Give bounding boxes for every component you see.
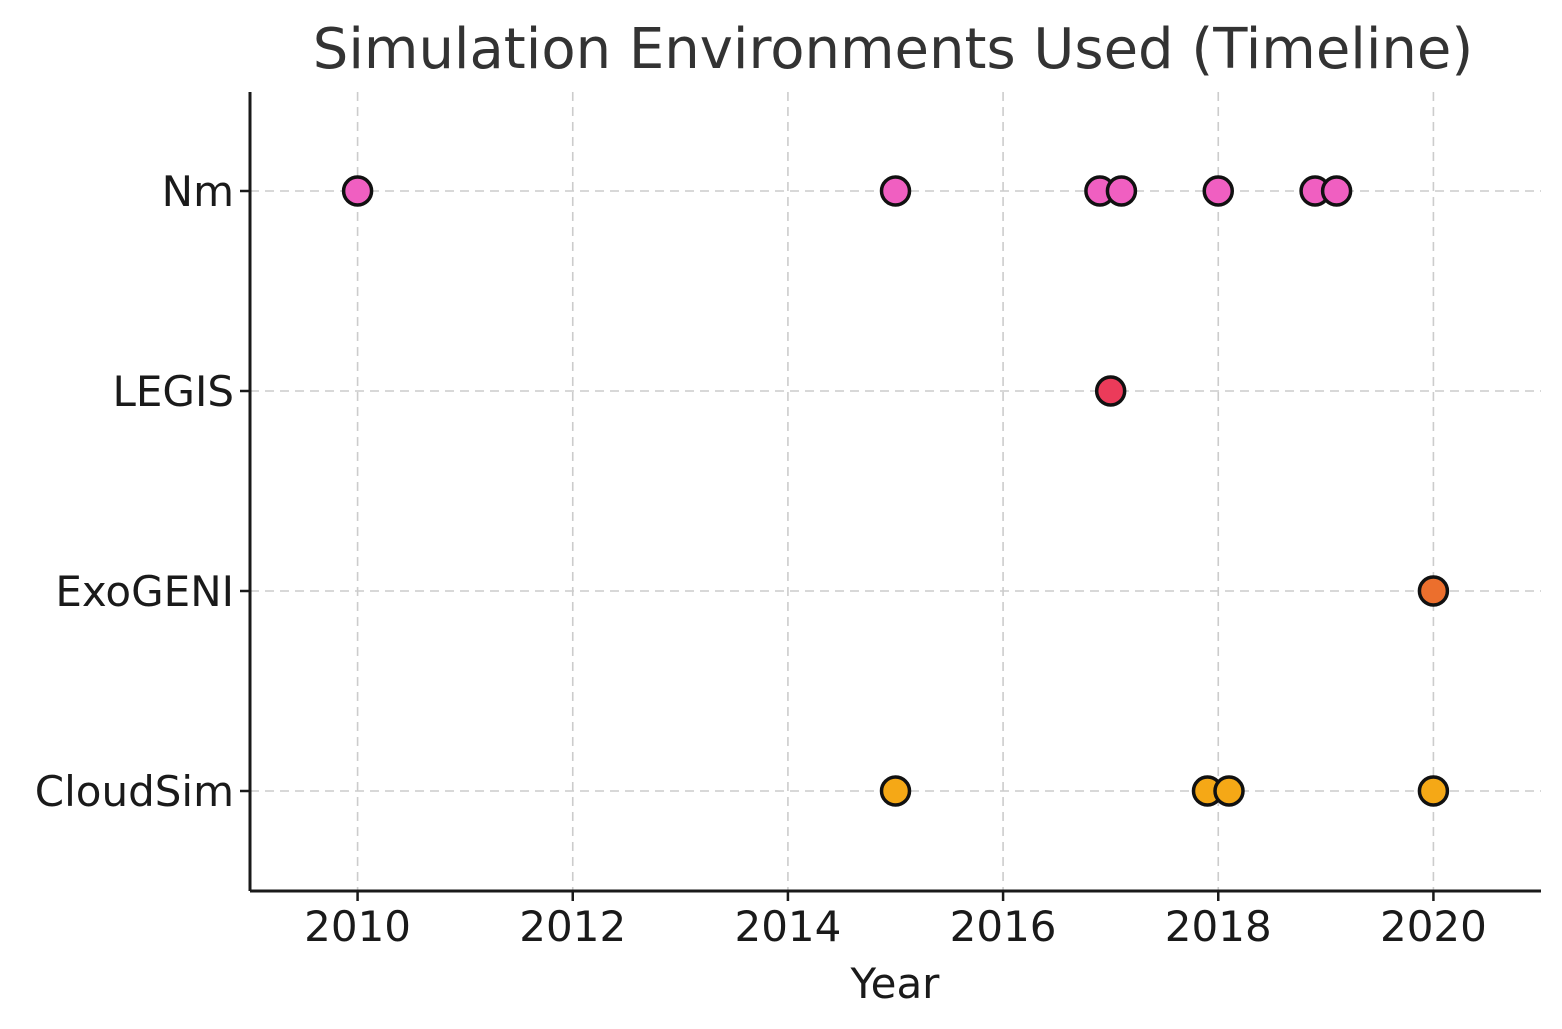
x-tick-label: 2016 [950, 902, 1057, 951]
x-tick-label: 2020 [1380, 902, 1487, 951]
data-point [1094, 375, 1127, 407]
points-layer [341, 175, 1450, 807]
axes-layer [248, 92, 1541, 893]
y-tick-label: Nm [162, 167, 234, 216]
chart-title: Simulation Environments Used (Timeline) [313, 17, 1473, 82]
x-axis-label: Year [850, 959, 941, 1008]
data-point [1105, 175, 1138, 207]
data-point [1417, 575, 1450, 607]
x-tick-label: 2014 [734, 902, 841, 951]
data-point [1213, 775, 1245, 807]
x-tick-label: 2010 [304, 902, 411, 951]
y-tick-label: LEGIS [112, 367, 234, 416]
tick-layer: 2010 2012 2014 2016 2018 2020 CloudSim ExoGENI L… [35, 167, 1487, 951]
data-point [879, 175, 912, 207]
x-tick-label: 2012 [519, 902, 626, 951]
x-tick-label: 2018 [1165, 902, 1272, 951]
y-tick-label: CloudSim [35, 767, 234, 816]
data-point [1320, 175, 1353, 207]
grid-layer [250, 92, 1541, 891]
y-tick-label: ExoGENI [55, 567, 234, 616]
data-point [341, 175, 374, 207]
data-point [1202, 175, 1234, 207]
data-point [879, 775, 912, 807]
data-point [1417, 775, 1450, 807]
